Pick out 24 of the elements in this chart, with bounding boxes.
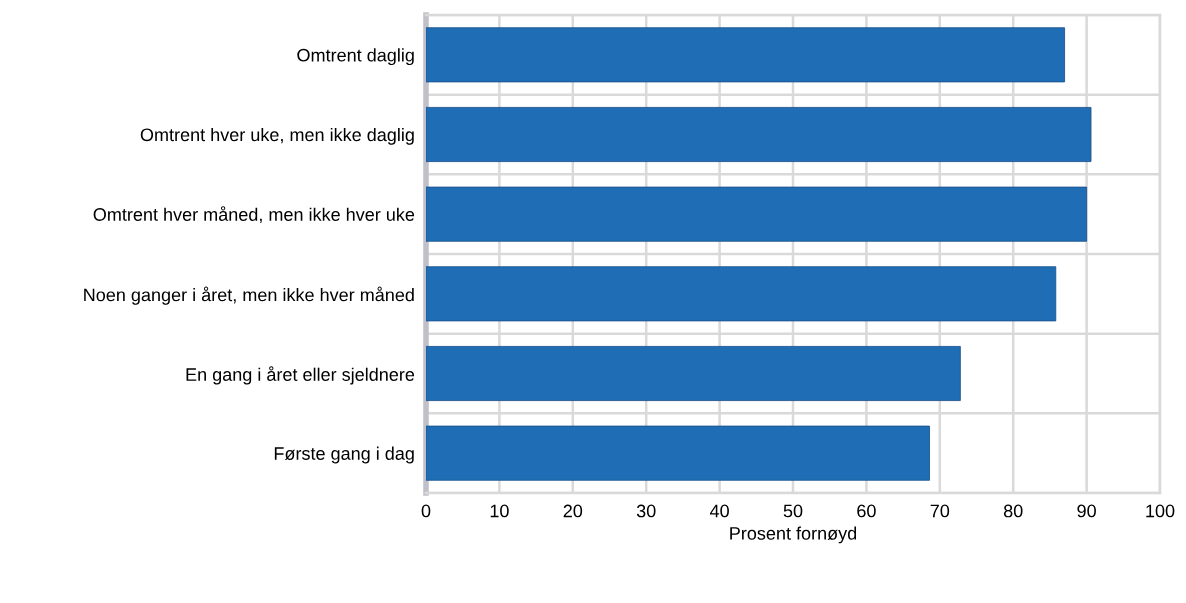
y-tick-label: Omtrent daglig [297, 48, 414, 66]
x-tick-label: 30 [636, 504, 656, 518]
x-tick-label: 0 [421, 504, 431, 518]
x-tick-label: 40 [709, 504, 729, 518]
y-tick-label: Første gang i dag [274, 446, 414, 464]
bar [426, 345, 961, 402]
x-axis-title: Prosent fornøyd [730, 526, 857, 544]
x-tick-label: 10 [490, 504, 509, 518]
y-tick-label: Omtrent hver uke, men ikke daglig [140, 127, 414, 145]
x-tick-label: 20 [563, 504, 583, 518]
y-tick-label: Omtrent hver måned, men ikke hver uke [93, 206, 415, 224]
y-tick-label: Noen ganger i året, men ikke hver måned [84, 286, 414, 305]
bar [426, 266, 1057, 322]
x-tick-label: 100 [1146, 504, 1175, 518]
bar [426, 106, 1092, 163]
x-tick-label: 80 [1003, 504, 1023, 518]
bar [426, 425, 930, 481]
x-tick-label: 70 [930, 504, 950, 518]
x-tick-label: 50 [783, 504, 803, 518]
bar [426, 27, 1065, 83]
bar [426, 186, 1088, 242]
x-tick-label: 60 [857, 504, 876, 518]
x-tick-label: 90 [1077, 504, 1096, 518]
y-tick-label: En gang i året eller sjeldnere [186, 366, 415, 385]
